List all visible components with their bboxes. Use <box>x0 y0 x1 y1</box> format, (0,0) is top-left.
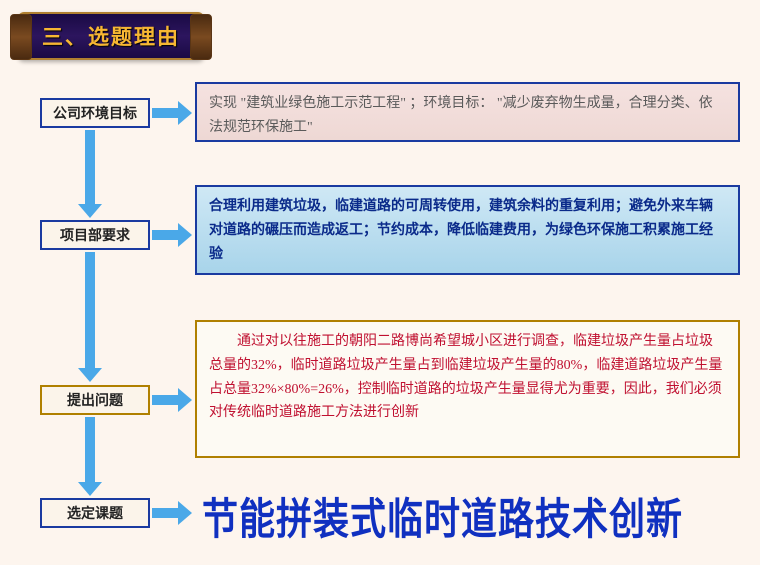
flow-node: 选定课题 <box>40 498 150 528</box>
flow-node: 公司环境目标 <box>40 98 150 128</box>
section-header: 三、选题理由 <box>18 12 204 60</box>
content-box: 通过对以往施工的朝阳二路博尚希望城小区进行调查，临建垃圾产生量占垃圾总量的32%… <box>195 320 740 458</box>
content-box: 实现 "建筑业绿色施工示范工程" ；环境目标： "减少废弃物生成量，合理分类、依… <box>195 82 740 142</box>
ribbon-decor-right <box>190 14 212 60</box>
ribbon-decor-left <box>10 14 32 60</box>
content-box: 合理利用建筑垃圾，临建道路的可周转使用，建筑余料的重复利用；避免外来车辆对道路的… <box>195 185 740 275</box>
section-title: 三、选题理由 <box>42 21 180 51</box>
flow-node: 项目部要求 <box>40 220 150 250</box>
flow-node: 提出问题 <box>40 385 150 415</box>
conclusion-title: 节能拼装式临时道路技术创新 <box>202 485 683 547</box>
